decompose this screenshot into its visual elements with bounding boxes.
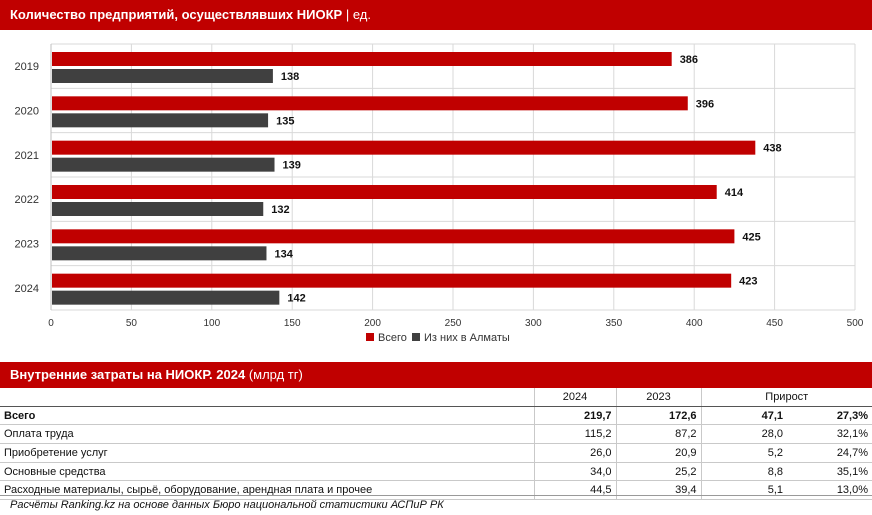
data-label: 132 — [271, 204, 289, 216]
bar-almaty — [52, 157, 275, 172]
table-cell-growth-abs: 47,1 — [700, 406, 787, 426]
table-cell-2023: 25,2 — [615, 462, 701, 482]
x-tick-label: 350 — [605, 318, 622, 329]
table-cell-growth-pct: 32,1% — [787, 424, 872, 445]
table-header-growth: Прирост — [700, 388, 872, 407]
table-header-row: 2024 2023 Прирост — [0, 388, 872, 407]
data-label: 396 — [696, 98, 714, 110]
x-tick-label: 450 — [766, 318, 783, 329]
x-tick-label: 150 — [284, 318, 301, 329]
table-cell-2023: 87,2 — [615, 424, 701, 445]
table-cell-growth-abs: 5,2 — [700, 443, 787, 463]
table-row: Всего 219,7 172,6 47,1 27,3% — [0, 406, 872, 426]
legend-label: Всего — [378, 332, 407, 344]
data-label: 134 — [274, 248, 293, 260]
table-row: Основные средства 34,0 25,2 8,8 35,1% — [0, 462, 872, 482]
legend-swatch — [412, 333, 420, 341]
table-cell-growth-abs: 8,8 — [700, 462, 787, 482]
bar-chart: 0 50 100 150 200 250 300 350 400 450 500 2019 386 138… — [15, 43, 864, 344]
y-tick-label: 2022 — [15, 194, 39, 206]
chart-title: Количество предприятий, осуществлявших Н… — [10, 7, 343, 22]
chart-title-banner: Количество предприятий, осуществлявших Н… — [0, 0, 872, 30]
chart-title-unit: | ед. — [345, 7, 371, 22]
data-label: 438 — [763, 143, 781, 155]
data-label: 138 — [281, 71, 299, 83]
x-tick-label: 250 — [445, 318, 462, 329]
data-label: 423 — [739, 276, 757, 288]
data-label: 142 — [287, 293, 305, 305]
data-label: 135 — [276, 115, 294, 127]
bar-total — [52, 96, 688, 111]
source-note: Расчёты Ranking.kz на основе данных Бюро… — [0, 495, 872, 514]
bar-almaty — [52, 246, 267, 261]
bar-almaty — [52, 202, 264, 216]
table-cell-2024: 219,7 — [533, 406, 616, 426]
table-cell-label: Оплата труда — [0, 424, 534, 445]
legend-swatch — [366, 333, 374, 341]
data-label: 425 — [742, 231, 760, 243]
table-header-2023: 2023 — [615, 388, 701, 407]
y-tick-label: 2023 — [15, 239, 39, 251]
table-cell-growth-pct: 24,7% — [787, 443, 872, 463]
table-cell-2024: 34,0 — [533, 462, 616, 482]
bar-almaty — [52, 113, 269, 128]
x-tick-label: 0 — [48, 318, 54, 329]
costs-table: 2024 2023 Прирост Всего 219,7 172,6 47,1 27,… — [0, 388, 872, 501]
x-tick-label: 100 — [203, 318, 220, 329]
y-tick-label: 2024 — [15, 283, 39, 295]
bar-total — [52, 185, 717, 199]
x-tick-label: 200 — [364, 318, 381, 329]
table-header-2024: 2024 — [533, 388, 616, 407]
table-cell-2023: 172,6 — [615, 406, 701, 426]
table-row: Оплата труда 115,2 87,2 28,0 32,1% — [0, 424, 872, 445]
legend-label: Из них в Алматы — [424, 332, 510, 344]
table-cell-label: Основные средства — [0, 462, 534, 482]
x-tick-label: 50 — [126, 318, 138, 329]
table-cell-2023: 20,9 — [615, 443, 701, 463]
bar-total — [52, 229, 735, 244]
y-tick-label: 2021 — [15, 150, 39, 162]
table-cell-growth-abs: 28,0 — [700, 424, 787, 445]
bar-almaty — [52, 290, 280, 305]
x-tick-label: 300 — [525, 318, 542, 329]
table-header-blank — [0, 388, 534, 407]
table-cell-2024: 26,0 — [533, 443, 616, 463]
table-cell-growth-pct: 27,3% — [787, 406, 872, 426]
bar-almaty — [52, 69, 273, 83]
y-tick-label: 2019 — [15, 61, 39, 73]
data-label: 414 — [725, 187, 744, 199]
x-tick-label: 500 — [847, 318, 864, 329]
table-title-banner: Внутренние затраты на НИОКР. 2024 (млрд … — [0, 362, 872, 388]
data-label: 139 — [283, 160, 301, 172]
data-label: 386 — [680, 54, 698, 66]
table-cell-2024: 115,2 — [533, 424, 616, 445]
bar-total — [52, 273, 732, 288]
table-unit: (млрд тг) — [248, 367, 303, 382]
table-cell-growth-pct: 35,1% — [787, 462, 872, 482]
table-title: Внутренние затраты на НИОКР. 2024 — [10, 367, 246, 382]
bar-total — [52, 140, 756, 155]
x-tick-label: 400 — [686, 318, 703, 329]
table-row: Приобретение услуг 26,0 20,9 5,2 24,7% — [0, 443, 872, 463]
table-cell-label: Приобретение услуг — [0, 443, 534, 463]
table-cell-label: Всего — [0, 406, 534, 426]
y-tick-label: 2020 — [15, 106, 39, 118]
bar-total — [52, 52, 672, 66]
